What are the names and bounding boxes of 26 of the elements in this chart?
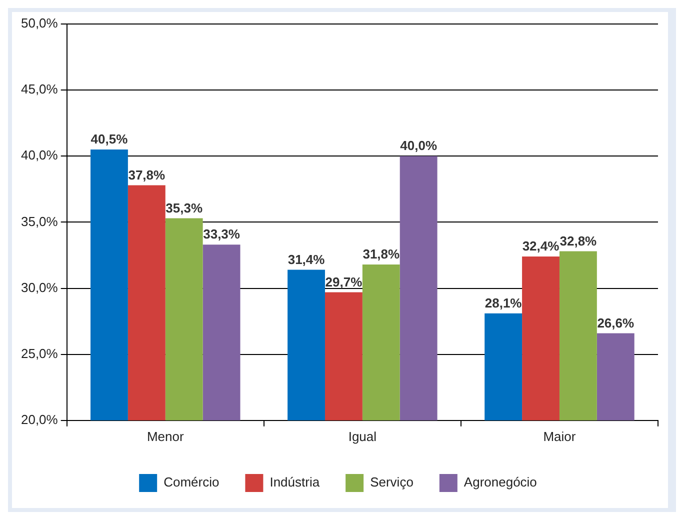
x-tick-label: Maior [543, 428, 576, 444]
y-tick-label: 45,0% [20, 82, 58, 97]
data-label: 32,8% [560, 233, 598, 248]
y-tick-label: 40,0% [20, 148, 58, 163]
data-label: 28,1% [484, 295, 522, 310]
y-tick-label: 50,0% [20, 16, 58, 31]
data-label: 29,7% [325, 274, 363, 290]
legend-label: Agronegócio [464, 474, 537, 490]
data-label: 40,5% [90, 132, 128, 147]
x-tick-label: Menor [146, 428, 184, 444]
data-label: 32,4% [522, 238, 560, 254]
y-tick-label: 30,0% [20, 280, 58, 295]
y-tick-label: 35,0% [20, 214, 58, 229]
y-tick-label: 25,0% [20, 346, 58, 361]
data-label: 33,3% [203, 226, 240, 242]
x-tick-label: Igual [348, 428, 377, 444]
data-label: 31,8% [362, 246, 400, 262]
legend-label: Serviço [370, 474, 414, 490]
data-label: 31,4% [288, 252, 326, 267]
data-label: 37,8% [128, 167, 166, 182]
data-label: 35,3% [166, 200, 203, 216]
data-label: 40,0% [400, 138, 438, 154]
legend-label: Comércio [164, 474, 220, 490]
y-tick-label: 20,0% [20, 412, 58, 427]
legend-label: Indústria [270, 474, 320, 490]
data-label: 26,6% [597, 315, 634, 330]
